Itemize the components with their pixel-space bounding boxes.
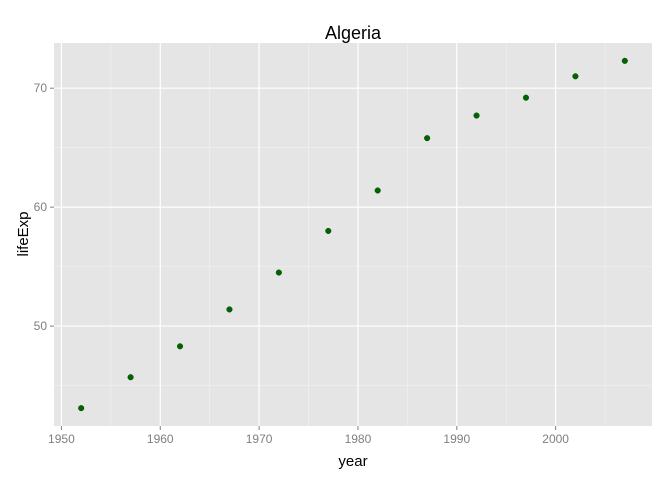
x-tick-label: 1990 — [443, 432, 470, 446]
y-tick-label: 70 — [34, 81, 48, 95]
major-gridlines — [54, 43, 652, 426]
x-tick-label: 1960 — [147, 432, 174, 446]
data-point — [473, 112, 480, 119]
y-axis-ticks: 50 60 70 — [34, 81, 54, 333]
y-tick-label: 50 — [34, 319, 48, 333]
x-tick-label: 2000 — [542, 432, 569, 446]
chart-title: Algeria — [325, 23, 382, 43]
y-tick-label: 60 — [34, 200, 48, 214]
data-point — [374, 187, 381, 194]
x-tick-label: 1950 — [48, 432, 75, 446]
data-points — [78, 57, 628, 412]
data-point — [127, 374, 134, 381]
data-point — [572, 73, 579, 80]
data-point — [78, 405, 85, 412]
data-point — [275, 269, 282, 276]
plot-panel — [54, 43, 652, 426]
data-point — [424, 135, 431, 142]
x-tick-label: 1970 — [246, 432, 273, 446]
data-point — [226, 306, 233, 313]
minor-gridlines — [54, 43, 652, 426]
y-axis-label: lifeExp — [15, 211, 32, 256]
x-axis-label: year — [338, 453, 367, 470]
data-point — [176, 343, 184, 350]
x-tick-label: 1980 — [345, 432, 372, 446]
data-point — [522, 94, 530, 101]
data-point — [621, 57, 628, 64]
x-axis-ticks: 1950 1960 1970 1980 1990 2000 — [48, 426, 569, 446]
data-point — [325, 227, 332, 234]
